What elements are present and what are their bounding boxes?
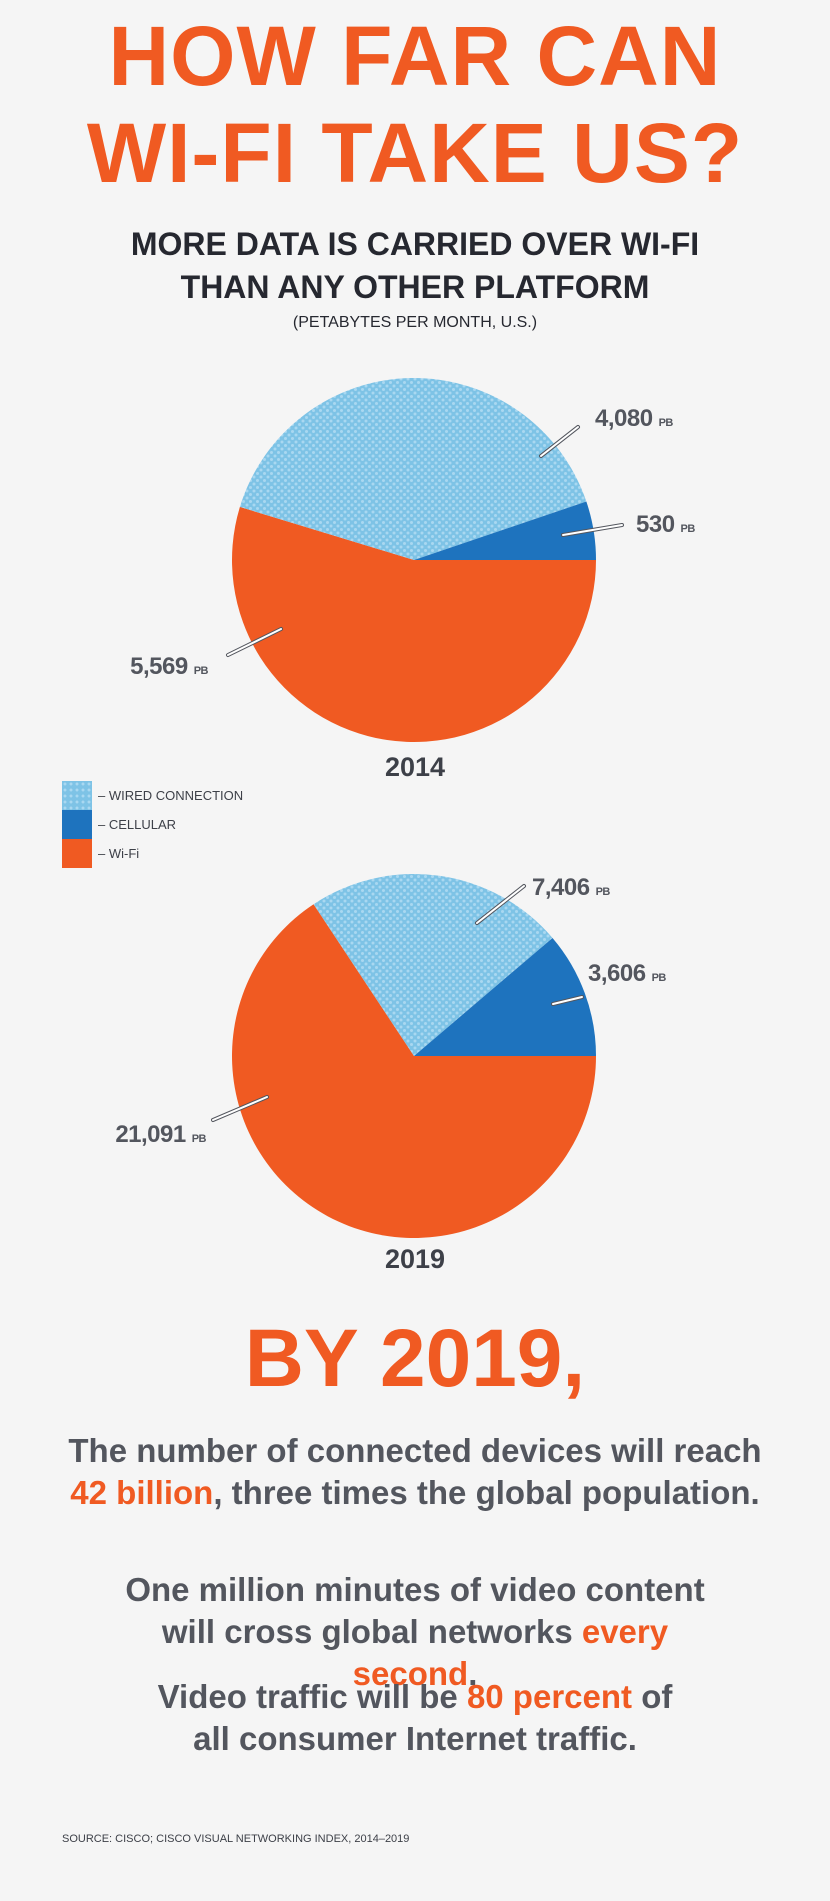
slice-value-cellular-2019: 3,606 PB [588,960,666,987]
legend: – WIRED CONNECTION – CELLULAR – Wi-Fi [62,781,243,868]
stat-devices-highlight: 42 billion [70,1474,214,1511]
title-line-2: WI-FI TAKE US? [86,106,744,200]
pie-slice-wifi-2019 [231,904,596,1238]
slice-value-wired-2014: 4,080 PB [595,405,673,432]
year-label-2019: 2019 [384,1244,446,1274]
pie-slice-wired-2014 [239,378,587,560]
pie-slice-cellular-2014 [414,501,596,560]
legend-item-wifi: – Wi-Fi [62,839,243,868]
year-label-2014: 2014 [384,752,446,782]
subtitle-line-2: THAN ANY OTHER PLATFORM [180,269,650,305]
stat-video-minutes: One million minutes of video content wil… [115,1569,715,1695]
stat-video-minutes-text: One million minutes of video content wil… [125,1571,705,1650]
stat-video-traffic-highlight: 80 percent [466,1678,633,1715]
slice-value-wifi-2014: 5,569 PB [130,653,208,680]
legend-label-wifi: – Wi-Fi [98,846,140,861]
subtitle-line-1: MORE DATA IS CARRIED OVER WI-FI [130,226,700,262]
pie-slice-cellular-2019 [414,937,596,1056]
by-2019-heading: BY 2019, [244,1313,586,1404]
stat-devices-text-end: , three times the global population. [213,1474,760,1511]
stat-devices-text: The number of connected devices will rea… [68,1432,762,1469]
slice-value-wifi-2019: 21,091 PB [115,1121,206,1148]
stat-video-minutes-highlight: every second [352,1613,669,1692]
slice-label-group-cellular-2019: 3,606 PB [551,960,667,1006]
stat-devices: The number of connected devices will rea… [0,1430,830,1514]
slice-value-wired-2019: 7,406 PB [532,874,610,901]
pie-slice-wifi-2014 [232,506,596,742]
source-note: SOURCE: CISCO; CISCO VISUAL NETWORKING I… [62,1833,410,1845]
slice-label-group-wifi-2019: 21,091 PB [115,1095,269,1148]
slice-value-cellular-2014: 530 PB [636,511,695,538]
legend-label-wired: – WIRED CONNECTION [98,788,244,803]
pie-chart-2014: 4,080 PB 530 PB 5,569 PB [130,378,696,742]
stat-video-minutes-text-end: . [468,1655,478,1692]
pie-slice-wired-2019 [313,874,553,1056]
slice-label-group-wifi-2014: 5,569 PB [130,627,283,680]
legend-swatch-cellular [62,810,92,839]
legend-label-cellular: – CELLULAR [98,817,177,832]
stat-video-traffic-text-end: of all consumer Internet traffic. [193,1678,673,1757]
pie-chart-2019: 7,406 PB 3,606 PB 21,091 PB [115,874,667,1238]
units-note: (PETABYTES PER MONTH, U.S.) [292,314,538,331]
slice-label-group-cellular-2014: 530 PB [561,511,696,538]
stat-video-traffic: Video traffic will be 80 percent of all … [135,1676,695,1760]
legend-item-wired: – WIRED CONNECTION [62,781,243,810]
slice-label-group-wired-2019: 7,406 PB [475,874,611,925]
slice-label-group-wired-2014: 4,080 PB [539,405,674,458]
legend-item-cellular: – CELLULAR [62,810,243,839]
title-line-1: HOW FAR CAN [108,9,722,103]
stat-video-traffic-text: Video traffic will be [157,1678,467,1715]
legend-swatch-wifi [62,839,92,868]
legend-swatch-wired [62,781,92,810]
